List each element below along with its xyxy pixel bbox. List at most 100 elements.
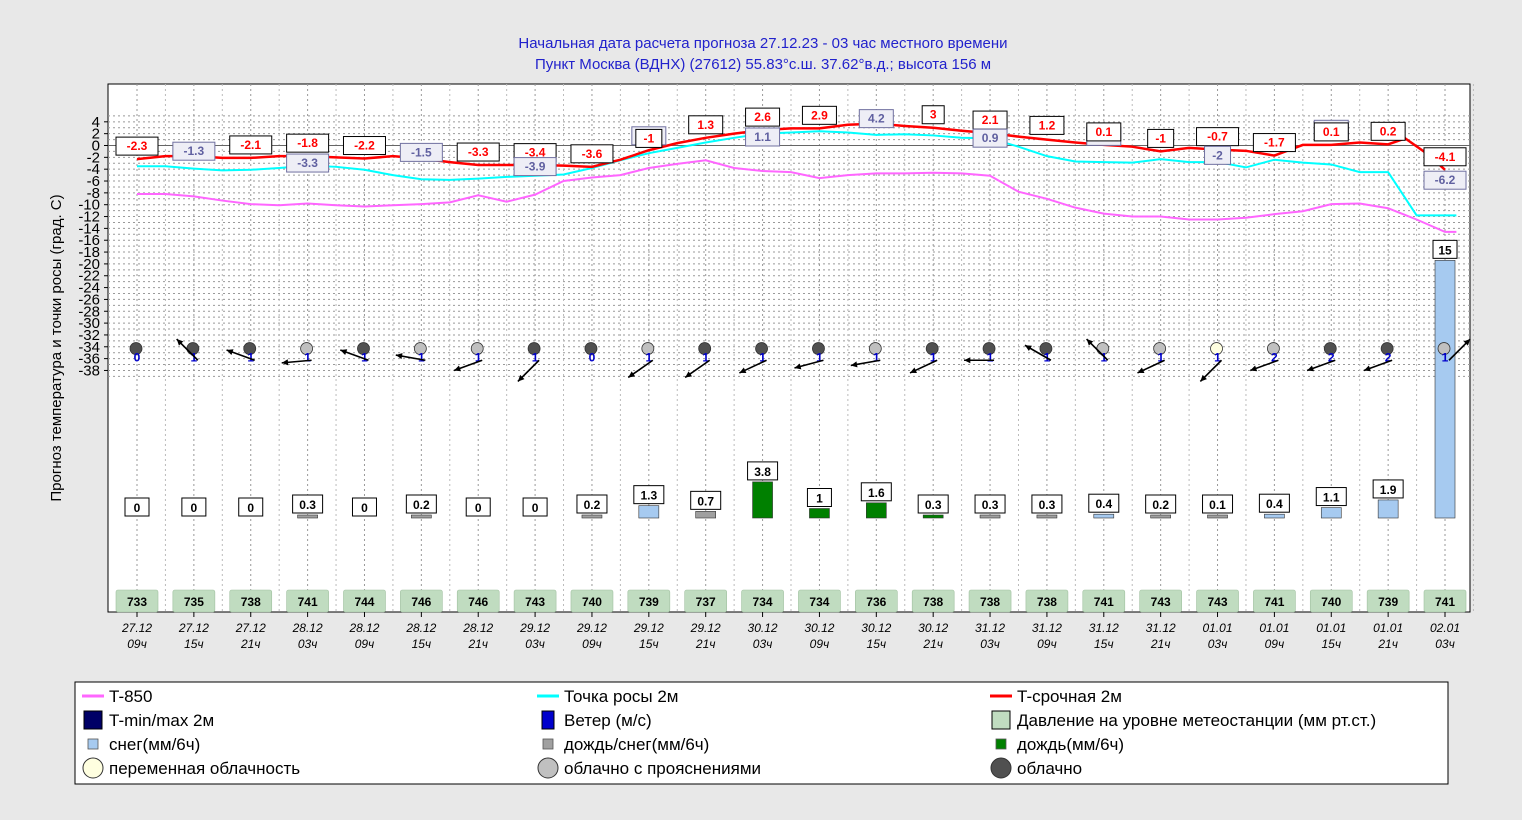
wind-arrow-head	[739, 367, 747, 374]
wind-arrow-head	[1463, 339, 1471, 346]
wind-speed: 1	[1214, 350, 1221, 364]
series-line	[137, 159, 1457, 233]
chart-title-line2: Пункт Москва (ВДНХ) (27612) 55.83°с.ш. 3…	[535, 56, 991, 73]
pressure-value: 735	[184, 595, 204, 609]
legend-label: Давление на уровне метеостанции (мм рт.с…	[1017, 711, 1376, 730]
y-tick-label: -8	[87, 185, 100, 202]
temp-label-box	[399, 142, 443, 162]
pressure-value: 741	[1435, 595, 1455, 609]
precipitation-bars: 0 0 0 0.3 0 0.2 0 0 0.2 1.3 0.7 3.8 1 1.6 0.3 0.3 0.3 0.4…	[124, 239, 1458, 519]
cloud-icon	[812, 342, 825, 355]
precip-label-box	[405, 494, 437, 514]
temp-label-box	[1252, 133, 1296, 153]
x-tick-date: 01.01	[1373, 621, 1403, 635]
temp-label-box	[229, 135, 273, 155]
wind-arrow-head	[1137, 367, 1145, 374]
temp-label-box	[286, 133, 330, 153]
cloud-icon	[698, 342, 712, 355]
precip-bar	[695, 511, 717, 519]
wind-arrow-head	[1307, 365, 1315, 372]
pressure-value: 738	[1037, 595, 1057, 609]
precip-label: 0.3	[1039, 498, 1056, 512]
x-tick-date: 29.12	[690, 621, 721, 635]
pressure-value: 741	[1264, 595, 1284, 609]
wind-speed: 2	[1385, 350, 1392, 364]
wind-speed: 1	[475, 350, 482, 364]
legend-swatch	[82, 757, 104, 779]
x-tick-date: 29.12	[576, 621, 607, 635]
cloud-icon	[470, 342, 484, 355]
legend-label: дождь(мм/6ч)	[1017, 735, 1124, 754]
temp-label-box	[1370, 121, 1406, 141]
pressure-value: 743	[1208, 595, 1228, 609]
legend-box	[74, 681, 1449, 785]
pressure-value: 740	[1321, 595, 1341, 609]
precip-label-box	[181, 497, 207, 517]
legend: T-850 Точка росы 2м T-срочная 2м T-min/max …	[82, 687, 1376, 779]
precip-label-box	[1031, 494, 1063, 514]
pressure-boxes: 733 735 738 741 744 746 746 743 740 739 737 734 734 7…	[115, 589, 1467, 613]
cloud-icon	[1380, 342, 1394, 355]
legend-label: Ветер (м/с)	[564, 711, 652, 730]
y-tick-label: -22	[78, 268, 100, 285]
x-tick-date: 29.12	[519, 621, 550, 635]
y-axis: 420-2-4-6-8-10-12-14-16-18-20-22-24-26-2…	[78, 114, 108, 379]
pressure-value: 741	[298, 595, 318, 609]
wind-arrow-head	[1024, 345, 1032, 352]
y-tick-label: 0	[92, 138, 100, 155]
precip-label: 3.8	[754, 465, 771, 479]
wind-arrow-head	[1200, 374, 1207, 382]
y-tick-label: -18	[78, 244, 100, 261]
legend-swatch	[542, 738, 554, 750]
precip-label: 0.2	[1152, 498, 1169, 512]
temp-label: 3	[930, 108, 937, 122]
temp-label-box	[456, 142, 500, 162]
temp-label: -2.1	[240, 138, 261, 152]
x-tick-date: 28.12	[348, 621, 379, 635]
wind-speed: 0	[589, 350, 596, 364]
precip-label: 0	[475, 501, 482, 515]
x-tick-hour: 15ч	[412, 637, 432, 651]
x-tick-hour: 09ч	[1037, 637, 1057, 651]
temp-label: 0.1	[1095, 125, 1112, 139]
cloud-icon	[755, 342, 768, 355]
precip-label: 0.2	[413, 498, 430, 512]
precip-label-box	[292, 494, 324, 514]
wind-arrow-head	[794, 363, 802, 370]
legend-swatch	[541, 710, 555, 730]
pressure-value: 734	[809, 595, 829, 609]
cloud-icon	[1323, 342, 1337, 355]
y-tick-label: -32	[78, 327, 100, 344]
y-tick-label: -2	[87, 149, 100, 166]
x-tick-hour: 03ч	[1435, 637, 1455, 651]
legend-label: T-min/max 2м	[109, 711, 214, 730]
wind-arrow-head	[909, 367, 917, 374]
temp-label-box	[1423, 170, 1467, 190]
precip-label: 0.4	[1095, 497, 1112, 511]
y-tick-label: -10	[78, 197, 100, 214]
legend-swatch	[991, 710, 1011, 730]
y-axis-label: Прогноз температура и точки росы (град. …	[48, 194, 65, 501]
temp-label: -1.8	[297, 136, 318, 150]
precip-label-box	[1145, 494, 1177, 514]
wind-speed: 1	[418, 350, 425, 364]
precip-label-box	[124, 497, 150, 517]
cloud-icon	[413, 342, 427, 355]
x-tick-hour: 15ч	[1094, 637, 1114, 651]
y-tick-label: -34	[78, 339, 100, 356]
x-tick-date: 30.12	[748, 621, 778, 635]
precip-label: 0.4	[1266, 497, 1283, 511]
temp-label: -1.7	[1264, 136, 1285, 150]
pressure-value: 743	[1151, 595, 1171, 609]
x-tick-date: 30.12	[918, 621, 948, 635]
precip-bar	[809, 508, 830, 519]
cloud-icon	[1437, 342, 1451, 355]
temp-label-box	[745, 107, 781, 127]
precip-bar	[1434, 260, 1456, 519]
x-tick-hour: 15ч	[639, 637, 659, 651]
x-tick-date: 02.01	[1430, 621, 1460, 635]
x-tick-date: 30.12	[861, 621, 891, 635]
temp-label-box	[1204, 145, 1232, 165]
precip-label-box	[1202, 494, 1234, 514]
temp-label: 2.1	[982, 113, 999, 127]
